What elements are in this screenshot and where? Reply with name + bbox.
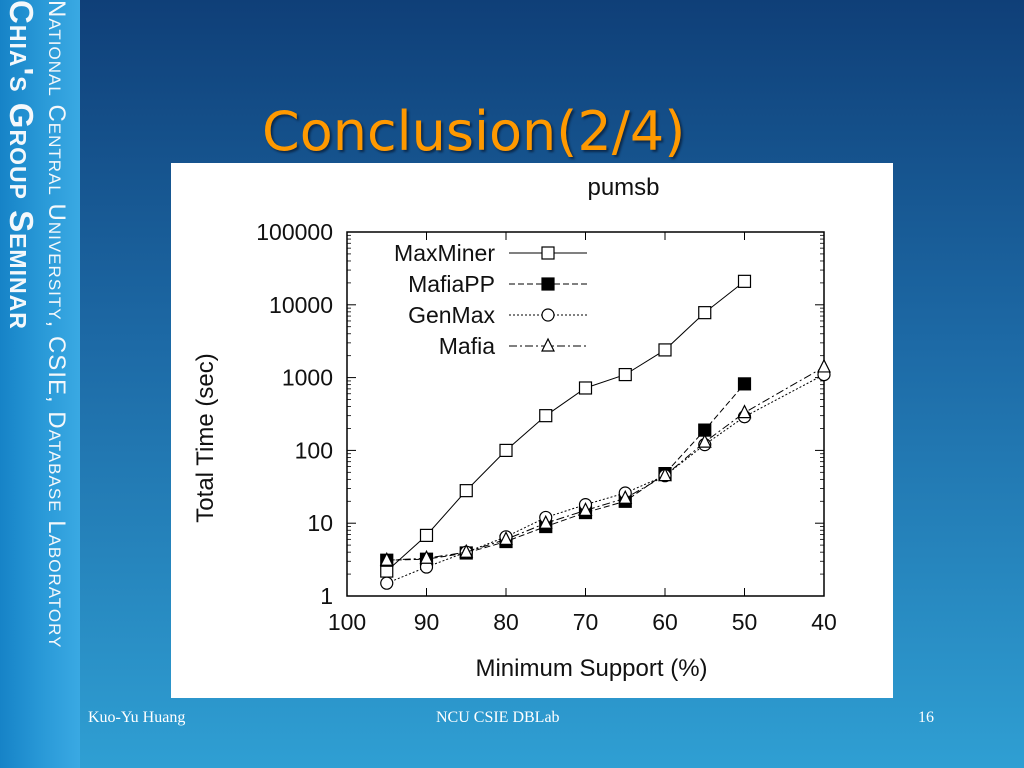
data-point-maxminer [737, 274, 752, 288]
data-point-maxminer [539, 409, 553, 423]
sidebar-seminar-text: Chia's Group Seminar [3, 0, 40, 330]
data-point-mafia [578, 502, 593, 516]
legend-marker-maxminer [541, 246, 555, 260]
series-line-mafia [386, 366, 825, 561]
legend-marker-mafiapp [541, 277, 555, 291]
legend-label-mafia: Mafia [439, 333, 495, 359]
y-tick-label: 10000 [269, 292, 333, 318]
data-point-maxminer [419, 528, 434, 542]
footer-author: Kuo-Yu Huang [88, 709, 186, 726]
slide-title: Conclusion(2/4) [262, 100, 686, 163]
data-point-mafia [658, 467, 672, 482]
data-point-maxminer [618, 367, 632, 382]
data-point-maxminer [698, 306, 712, 320]
data-point-maxminer [380, 564, 394, 578]
y-tick-label: 1 [320, 583, 333, 609]
data-point-mafia [697, 433, 712, 448]
y-tick-label: 1000 [282, 365, 333, 391]
y-tick-label: 100000 [256, 219, 333, 245]
legend-label-genmax: GenMax [408, 302, 495, 328]
legend-label-mafiapp: MafiaPP [408, 271, 495, 297]
x-tick-label: 50 [732, 609, 758, 635]
data-point-maxminer [658, 343, 672, 357]
data-point-mafia [538, 514, 553, 529]
footer-center-text: NCU CSIE DBLab [436, 709, 560, 726]
sidebar-institution-text: National Central University, CSIE, Datab… [43, 0, 70, 649]
series-line-genmax [386, 374, 825, 584]
data-point-maxminer [459, 484, 473, 498]
y-tick-label: 10 [307, 510, 333, 536]
chart-title: pumsb [587, 174, 659, 201]
data-point-maxminer [578, 381, 593, 395]
page-number: 16 [918, 709, 934, 726]
sidebar-band: National Central University, CSIE, Datab… [0, 0, 80, 768]
data-point-mafia [459, 543, 474, 558]
x-tick-label: 80 [493, 609, 519, 635]
data-point-genmax [380, 576, 394, 590]
legend-label-maxminer: MaxMiner [394, 240, 495, 266]
data-point-maxminer [499, 443, 513, 457]
y-tick-label: 100 [295, 437, 333, 463]
data-point-mafia [817, 358, 831, 373]
x-tick-label: 90 [414, 609, 440, 635]
chart-panel: pumsb 100 90 80 70 60 50 40 1 10 100 1000 10000 10000… [171, 163, 893, 698]
series-line-mafiapp [386, 383, 745, 561]
line-chart: pumsb 100 90 80 70 60 50 40 1 10 100 1000 10000 10000… [192, 174, 837, 682]
data-point-mafiapp [737, 377, 752, 391]
x-tick-label: 40 [811, 609, 837, 635]
series-line-maxminer [386, 280, 745, 572]
x-axis-label: Minimum Support (%) [475, 655, 707, 682]
x-tick-label: 70 [573, 609, 599, 635]
data-point-mafia [379, 551, 394, 566]
legend-marker-genmax [541, 308, 555, 322]
data-point-mafia [419, 549, 434, 564]
data-point-mafia [499, 531, 513, 545]
data-point-mafia [737, 404, 752, 419]
legend-marker-mafia [541, 337, 555, 352]
y-axis-label: Total Time (sec) [192, 353, 219, 522]
data-point-mafia [618, 489, 633, 504]
x-tick-label: 100 [328, 609, 366, 635]
x-tick-label: 60 [652, 609, 678, 635]
